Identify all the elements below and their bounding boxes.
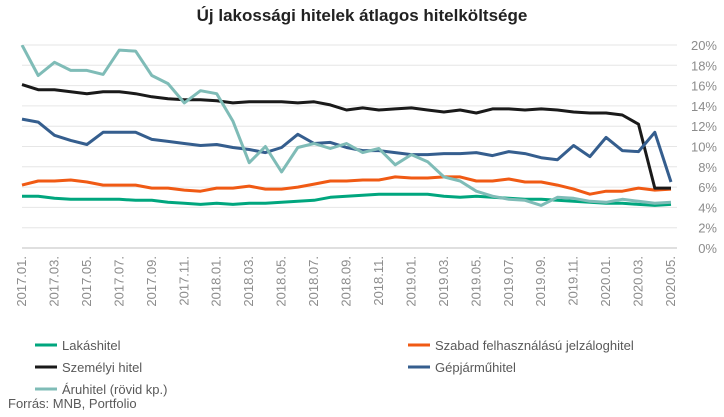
x-tick-label: 2020.03. xyxy=(631,256,646,307)
x-tick-label: 2018.07. xyxy=(306,256,321,307)
y-tick-label: 18% xyxy=(691,58,717,73)
x-tick-label: 2018.11. xyxy=(371,256,386,306)
legend-label: Személyi hitel xyxy=(62,360,142,375)
legend-label: Gépjárműhitel xyxy=(435,360,516,375)
x-tick-label: 2018.03. xyxy=(241,256,256,307)
x-tick-label: 2019.09. xyxy=(533,256,548,307)
y-tick-label: 16% xyxy=(691,79,717,94)
legend: Lakáshitel Szabad felhasználású jelzálogh… xyxy=(35,338,634,397)
y-axis-ticks: 0% 2% 4% 6% 8% 10% 12% 14% 16% 18% 20% xyxy=(691,38,717,256)
y-tick-label: 8% xyxy=(698,160,717,175)
series-line-aruhitel-rovid-kp xyxy=(20,45,672,207)
x-tick-label: 2019.11. xyxy=(566,256,581,306)
series-line-szabad-felhasznalasu-jelzaloghitel xyxy=(21,175,672,196)
legend-label: Szabad felhasználású jelzáloghitel xyxy=(435,338,634,353)
y-tick-label: 20% xyxy=(691,38,717,53)
series-line-lakashitel xyxy=(22,192,672,207)
x-axis-ticks: 2017.01. 2017.03. 2017.05. 2017.07. 2017.09.… xyxy=(14,256,678,307)
x-tick-label: 2019.01. xyxy=(403,256,418,307)
series-lines xyxy=(20,45,673,207)
legend-label: Lakáshitel xyxy=(62,338,121,353)
y-tick-label: 12% xyxy=(691,119,717,134)
x-tick-label: 2020.05. xyxy=(663,256,678,307)
y-tick-label: 0% xyxy=(698,241,717,256)
x-tick-label: 2019.05. xyxy=(468,256,483,307)
x-tick-label: 2018.01. xyxy=(209,256,224,307)
x-tick-label: 2017.09. xyxy=(144,256,159,307)
x-tick-label: 2017.01. xyxy=(14,256,29,307)
legend-label: Áruhitel (rövid kp.) xyxy=(62,382,167,397)
chart-title: Új lakossági hitelek átlagos hitelköltsé… xyxy=(196,6,528,25)
series-line-gepjarmuhitel xyxy=(21,117,673,183)
x-tick-label: 2018.09. xyxy=(339,256,354,307)
x-tick-label: 2017.03. xyxy=(46,256,61,307)
x-tick-label: 2019.07. xyxy=(501,256,516,307)
x-tick-label: 2017.11. xyxy=(176,256,191,306)
y-tick-label: 4% xyxy=(698,200,717,215)
y-tick-label: 14% xyxy=(691,99,717,114)
source-note: Forrás: MNB, Portfolio xyxy=(8,396,137,411)
y-tick-label: 10% xyxy=(691,140,717,155)
x-tick-label: 2017.05. xyxy=(79,256,94,307)
x-tick-label: 2017.07. xyxy=(111,256,126,307)
x-tick-label: 2020.01. xyxy=(598,256,613,307)
y-tick-label: 2% xyxy=(698,221,717,236)
x-tick-label: 2019.03. xyxy=(436,256,451,307)
series-line-szemelyi-hitel xyxy=(21,83,671,190)
y-tick-label: 6% xyxy=(698,180,717,195)
x-tick-label: 2018.05. xyxy=(274,256,289,307)
